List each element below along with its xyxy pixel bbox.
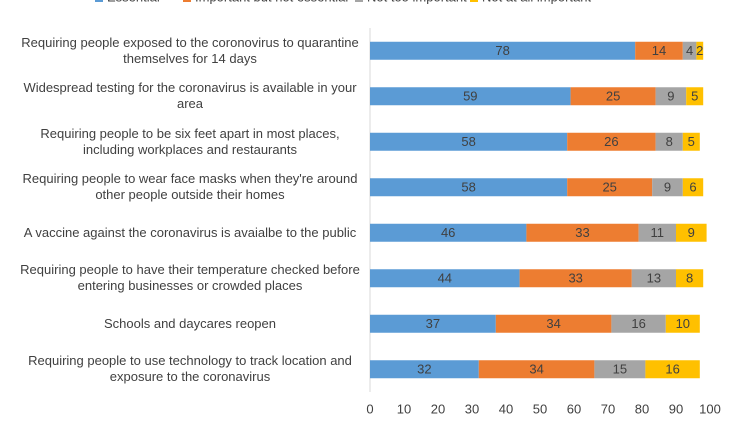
bar-segment (682, 178, 704, 197)
x-tick-label: 60 (567, 401, 581, 416)
x-tick-label: 80 (635, 401, 649, 416)
data-label: 8 (666, 134, 673, 149)
x-tick-label: 50 (533, 401, 547, 416)
x-tick-label: 10 (397, 401, 411, 416)
x-tick-label: 20 (431, 401, 445, 416)
category-label: Widespread testing for the coronavirus i… (23, 80, 357, 112)
x-tick-label: 100 (699, 401, 721, 416)
data-label: 46 (441, 225, 455, 240)
data-label: 34 (546, 316, 560, 331)
data-label: 33 (568, 271, 582, 286)
bar-segment (370, 223, 527, 242)
bar-segment (631, 269, 676, 288)
x-tick-label: 90 (669, 401, 683, 416)
category-label: Requiring people to wear face masks when… (22, 171, 358, 203)
data-label: 25 (606, 89, 620, 104)
data-label: 15 (613, 362, 627, 377)
legend-label: Essential (107, 0, 160, 4)
data-label: 5 (691, 89, 698, 104)
bar-segment (519, 269, 632, 288)
bar-segment (567, 132, 656, 151)
x-tick-label: 30 (465, 401, 479, 416)
category-label: A vaccine against the coronavirus is ava… (23, 224, 357, 240)
x-tick-label: 0 (366, 401, 373, 416)
legend-label: Not too important (367, 0, 467, 4)
bar-segment (370, 178, 568, 197)
bar-segment (478, 360, 595, 379)
data-label: 13 (647, 271, 661, 286)
data-label: 33 (575, 225, 589, 240)
bar-segment (611, 314, 666, 333)
legend-swatch (355, 0, 363, 2)
category-label: Requiring people to have their temperatu… (20, 262, 360, 294)
bar-segment (638, 223, 676, 242)
data-label: 37 (426, 316, 440, 331)
data-label: 34 (529, 362, 543, 377)
bar-segment (655, 87, 687, 106)
bar-segment (682, 41, 697, 60)
data-label: 11 (651, 225, 665, 240)
data-label: 58 (461, 134, 475, 149)
data-label: 16 (665, 362, 679, 377)
data-label: 6 (689, 180, 696, 195)
bar-segment (665, 314, 700, 333)
bar-segment (570, 87, 656, 106)
data-label: 4 (686, 43, 693, 58)
data-label: 9 (667, 89, 674, 104)
data-label: 10 (676, 316, 690, 331)
data-label: 26 (604, 134, 618, 149)
bar-segment (370, 87, 571, 106)
data-label: 8 (686, 271, 693, 286)
data-label: 59 (463, 89, 477, 104)
bar-segment (370, 314, 496, 333)
data-label: 78 (495, 43, 509, 58)
bar-segment (696, 41, 704, 60)
bar-segment (652, 178, 683, 197)
data-label: 5 (688, 134, 695, 149)
category-label: Requiring people to be six feet apart in… (40, 125, 340, 157)
data-label: 16 (631, 316, 645, 331)
bar-segment (526, 223, 639, 242)
legend-swatch (183, 0, 191, 2)
bar-segment (370, 269, 520, 288)
legend-swatch (95, 0, 103, 2)
legend-label: Important but not essential (195, 0, 348, 4)
x-tick-label: 70 (601, 401, 615, 416)
data-label: 9 (664, 180, 671, 195)
bar-segment (682, 132, 700, 151)
bar-segment (495, 314, 612, 333)
legend-swatch (470, 0, 478, 2)
bar-segment (655, 132, 683, 151)
x-tick-label: 40 (499, 401, 513, 416)
category-label: Requiring people to use technology to tr… (28, 353, 352, 385)
data-label: 25 (602, 180, 616, 195)
bar-segment (370, 360, 479, 379)
bar-segment (567, 178, 653, 197)
bar-segment (645, 360, 700, 379)
bar-segment (635, 41, 683, 60)
data-label: 14 (652, 43, 666, 58)
bar-segment (370, 132, 568, 151)
category-label: Schools and daycares reopen (103, 315, 276, 331)
data-label: 32 (417, 362, 431, 377)
category-label: Requiring people exposed to the coronovi… (21, 34, 359, 66)
bar-segment (676, 269, 704, 288)
data-label: 58 (461, 180, 475, 195)
data-label: 44 (438, 271, 452, 286)
bar-segment (676, 223, 707, 242)
bar-segment (594, 360, 646, 379)
legend-label: Not at all important (482, 0, 591, 4)
bar-segment (686, 87, 704, 106)
bar-segment (370, 41, 636, 60)
data-label: 2 (696, 43, 703, 58)
data-label: 9 (688, 225, 695, 240)
